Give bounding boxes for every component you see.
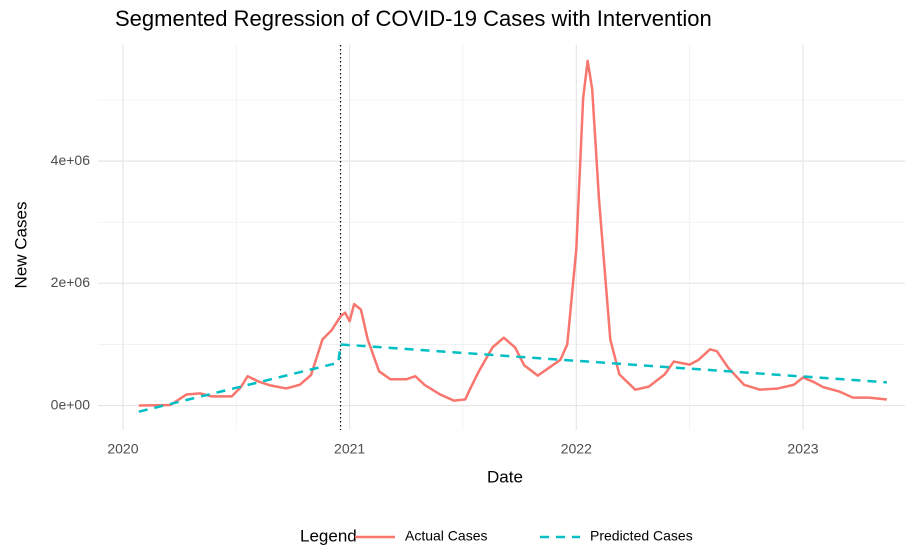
y-tick-label: 0e+00 — [51, 396, 91, 412]
x-tick-label: 2021 — [334, 441, 365, 457]
legend-label: Actual Cases — [405, 528, 487, 544]
y-tick-label: 2e+06 — [51, 274, 91, 290]
y-axis-title: New Cases — [11, 202, 30, 289]
x-axis-title: Date — [487, 467, 523, 486]
legend-title: Legend — [300, 526, 357, 545]
chart-title: Segmented Regression of COVID-19 Cases w… — [115, 6, 712, 31]
y-tick-label: 4e+06 — [51, 152, 91, 168]
x-tick-label: 2020 — [107, 441, 138, 457]
series-line — [138, 343, 887, 413]
x-tick-label: 2023 — [787, 441, 818, 457]
series-line — [138, 59, 887, 407]
legend-label: Predicted Cases — [590, 528, 693, 544]
x-tick-label: 2022 — [561, 441, 592, 457]
